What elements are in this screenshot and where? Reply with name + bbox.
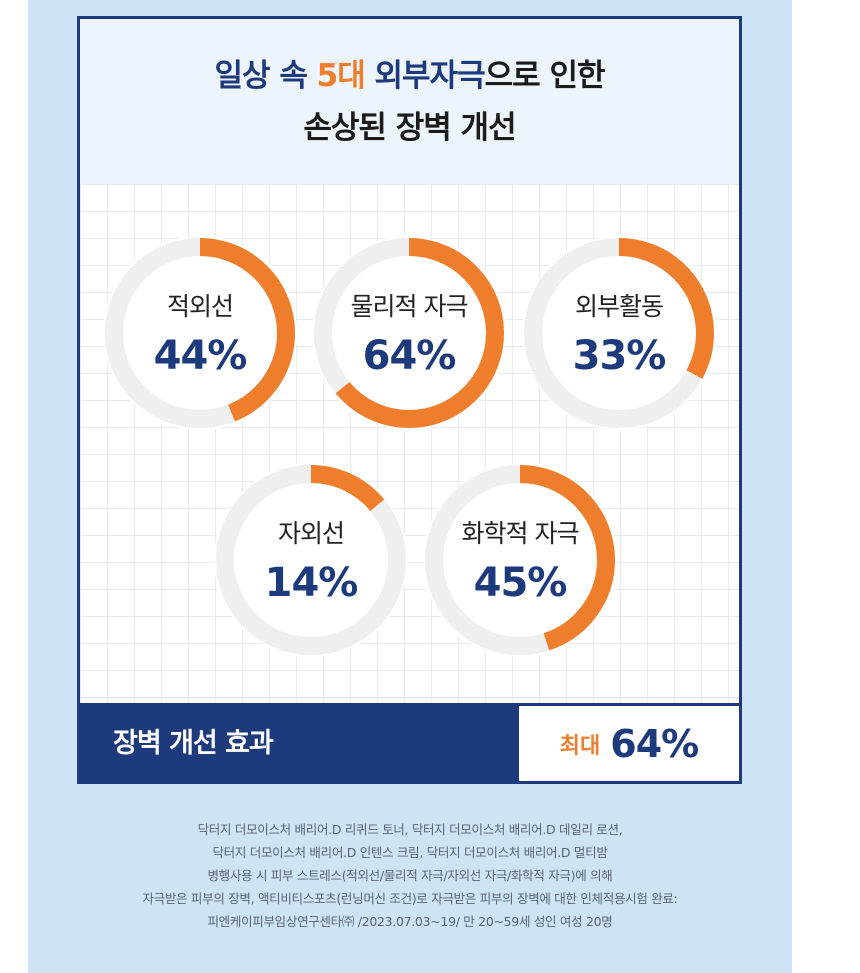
donut-label: 화학적 자극 <box>462 519 579 548</box>
effect-value: 64% <box>610 721 699 766</box>
donut-backdrop <box>423 463 617 657</box>
donut-1: 적외선 44% <box>103 236 297 430</box>
donut-backdrop <box>312 236 506 430</box>
title-part-1: 일상 속 <box>214 57 317 94</box>
donut-4: 자외선 14% <box>214 463 408 657</box>
donut-3: 외부활동 33% <box>522 236 716 430</box>
effect-label: 장벽 개선 효과 <box>113 728 274 759</box>
title-line-1: 일상 속 5대 외부자극으로 인한 <box>214 50 606 102</box>
donut-arc <box>425 465 615 655</box>
effect-prefix: 최대 <box>559 733 601 759</box>
donut-value: 64% <box>363 333 456 379</box>
title-line-2: 손상된 장벽 개선 <box>303 109 516 146</box>
donut-value: 14% <box>265 560 358 606</box>
donut-value: 33% <box>573 333 666 379</box>
footnote-line: 닥터지 더모이스처 배리어.D 리퀴드 토너, 닥터지 더모이스처 배리어.D … <box>197 822 623 837</box>
donut-5: 화학적 자극 45% <box>423 463 617 657</box>
donut-label: 물리적 자극 <box>351 292 468 321</box>
footnote-line: 피엔케이피부임상연구센타㈜ /2023.07.03~19/ 만 20~59세 성… <box>207 914 613 929</box>
donut-value: 44% <box>154 333 247 379</box>
footnote-line: 병행사용 시 피부 스트레스(적외선/물리적 자극/자외선 자극/화학적 자극)… <box>207 868 613 883</box>
donut-arc <box>216 465 406 655</box>
donut-backdrop <box>522 236 716 430</box>
footnote-line: 자극받은 피부의 장벽, 액티비티스포츠(런닝머신 조건)로 자극받은 피부의 … <box>142 891 678 906</box>
title-box: 일상 속 5대 외부자극으로 인한 손상된 장벽 개선 <box>80 19 739 187</box>
footnote: 닥터지 더모이스처 배리어.D 리퀴드 토너, 닥터지 더모이스처 배리어.D … <box>28 818 792 933</box>
donut-arc <box>314 238 504 428</box>
effect-bar: 장벽 개선 효과 최대 64% <box>77 703 742 784</box>
donut-label: 자외선 <box>278 519 344 548</box>
donut-backdrop <box>103 236 297 430</box>
donut-arc <box>524 238 714 428</box>
footnote-line: 닥터지 더모이스처 배리어.D 인텐스 크림, 닥터지 더모이스처 배리어.D … <box>212 845 608 860</box>
effect-value-box: 최대 64% <box>519 706 739 781</box>
donut-2: 물리적 자극 64% <box>312 236 506 430</box>
donut-arc <box>105 238 295 428</box>
donut-label: 외부활동 <box>575 292 663 321</box>
title-highlight: 5대 <box>316 57 366 94</box>
title-part-3: 으로 인한 <box>484 57 606 94</box>
title-part-2: 외부자극 <box>364 57 486 94</box>
donut-value: 45% <box>474 560 567 606</box>
donut-backdrop <box>214 463 408 657</box>
donut-label: 적외선 <box>167 292 233 321</box>
